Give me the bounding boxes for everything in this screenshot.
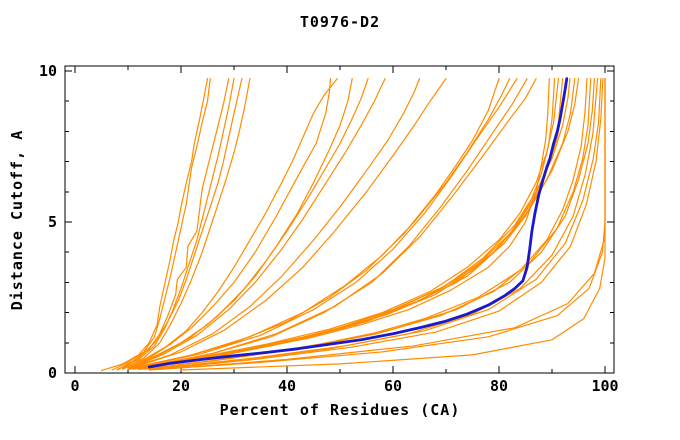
model-curves	[100, 77, 606, 372]
model-32	[153, 77, 604, 370]
svg-text:100: 100	[591, 377, 618, 395]
svg-text:0: 0	[48, 364, 57, 382]
svg-text:5: 5	[48, 213, 57, 231]
highlighted-model	[147, 77, 569, 369]
model-05	[122, 77, 243, 370]
model-33	[148, 77, 606, 371]
model-02	[111, 77, 211, 371]
model-09	[127, 77, 353, 369]
chart-title: T0976-D2	[299, 13, 381, 31]
model-06	[122, 77, 251, 370]
x-axis-label: Percent of Residues (CA)	[219, 401, 461, 419]
model-18	[143, 77, 537, 368]
model-31	[153, 77, 602, 370]
model-34	[159, 77, 606, 370]
plot-border	[64, 65, 615, 374]
highlight-curve	[147, 77, 569, 369]
y-tick-labels: 0 5 10	[39, 62, 57, 382]
svg-text:0: 0	[70, 377, 79, 395]
model-10	[127, 77, 369, 370]
model-17	[138, 77, 528, 369]
svg-text:40: 40	[278, 377, 296, 395]
model-30	[148, 77, 599, 370]
model-07	[122, 77, 338, 370]
svg-text:20: 20	[172, 377, 190, 395]
model-04	[116, 77, 235, 370]
model-26	[143, 77, 580, 368]
model-12	[127, 77, 421, 370]
svg-text:60: 60	[384, 377, 402, 395]
model-35	[180, 77, 606, 371]
model-15	[132, 77, 511, 369]
x-tick-labels: 0 20 40 60 80 100	[70, 377, 618, 395]
model-16	[138, 77, 518, 368]
model-03	[116, 77, 230, 371]
model-13	[132, 77, 447, 369]
svg-text:10: 10	[39, 62, 57, 80]
svg-text:80: 80	[490, 377, 508, 395]
y-axis-label: Distance Cutoff, A	[8, 129, 26, 311]
model-11	[132, 77, 386, 368]
axis-ticks	[65, 66, 614, 374]
model-21	[132, 77, 560, 370]
model-01	[100, 77, 209, 372]
model-08	[127, 77, 332, 370]
